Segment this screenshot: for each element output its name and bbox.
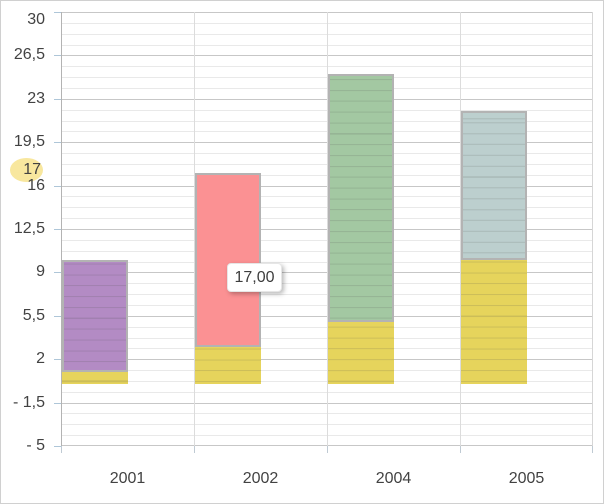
bar-segment-2004-top[interactable] [328,74,394,322]
category-border-line [194,12,195,447]
plot-area [54,12,593,447]
y-axis-tick-label: 2 [36,350,45,368]
y-axis-tick [54,402,61,404]
x-axis-tick [327,446,328,453]
y-axis-tick [54,315,61,317]
x-axis-category-label: 2001 [109,470,146,487]
y-axis-tick [54,185,61,187]
y-axis-tick [54,55,61,57]
y-axis-tick-label: 5,5 [22,306,45,324]
bar-segment-2001-top[interactable] [62,260,128,372]
category-border-line [592,12,593,447]
y-axis-tick-label: 9 [36,263,45,281]
y-axis-tick-label: 26,5 [13,46,45,64]
bar-segment-2001-base[interactable] [62,371,128,384]
y-axis-line [61,12,62,447]
bar-segment-2002-base[interactable] [195,346,261,384]
y-axis-tick-label: 16 [27,176,45,194]
bar-segment-2004-base[interactable] [328,322,394,384]
y-axis-tick [54,229,61,230]
value-tooltip-text: 17,00 [234,268,275,286]
y-axis-tick-label: - 5 [26,437,45,454]
x-axis-tick [592,446,593,453]
x-axis-category-label: 2004 [375,470,412,487]
x-axis-tick [460,446,461,453]
x-axis-tick [194,446,195,453]
bar-segment-2005-base[interactable] [461,260,527,384]
x-axis-category-label: 2002 [242,470,279,487]
category-border-line [460,12,461,447]
y-axis-tick-label: 23 [27,89,45,107]
y-axis-tick-label: 19,5 [13,133,45,151]
y-axis-tick-label: 30 [27,11,45,28]
y-axis-tick-label: - 1,5 [12,393,45,411]
bar-segment-2005-top[interactable] [461,111,527,260]
y-axis-tick [54,142,61,144]
y-axis-tick [54,446,61,447]
category-border-line [327,12,328,447]
x-axis-category-label: 2005 [508,470,545,487]
y-axis-tick [54,98,61,100]
y-axis-tick-label: 12,5 [13,220,45,237]
axis-annotation-highlight [10,158,43,182]
y-axis-tick [54,12,61,13]
axis-annotation-label: 17 [23,161,41,178]
x-axis-tick [61,446,62,453]
bar-segment-2002-top[interactable] [195,173,261,347]
value-tooltip: 17,00 [227,263,282,292]
y-axis-tick [54,359,61,361]
y-axis-tick [54,272,61,274]
